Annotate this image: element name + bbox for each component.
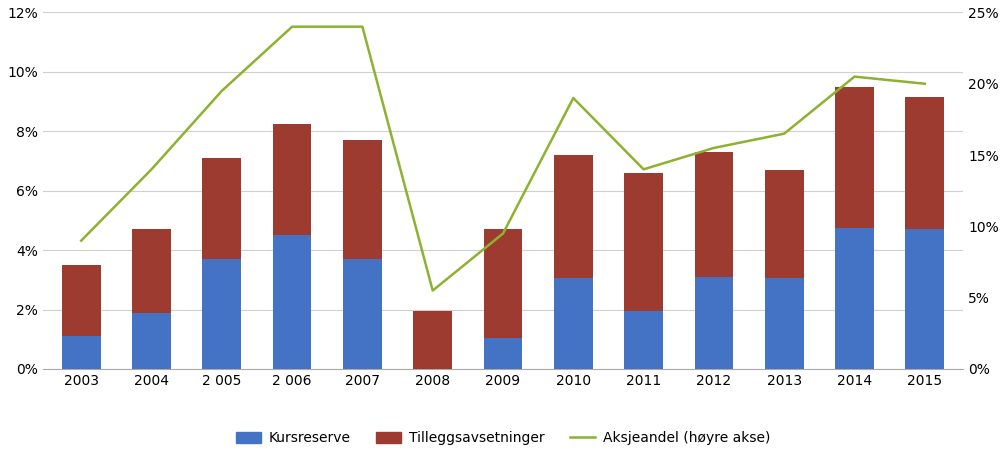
Bar [694, 152, 733, 277]
Bar [765, 279, 804, 369]
Bar [905, 230, 944, 369]
Bar [484, 338, 522, 369]
Bar [62, 336, 101, 369]
Bar [413, 311, 452, 369]
Bar [132, 313, 171, 369]
Bar [905, 97, 944, 230]
Bar [835, 87, 874, 228]
Bar [484, 230, 522, 338]
Bar [625, 311, 663, 369]
Bar [694, 277, 733, 369]
Legend: Kursreserve, Tilleggsavsetninger, Aksjeandel (høyre akse): Kursreserve, Tilleggsavsetninger, Aksjea… [230, 426, 776, 450]
Bar [62, 265, 101, 336]
Bar [625, 173, 663, 311]
Bar [273, 124, 312, 235]
Bar [835, 228, 874, 369]
Bar [765, 170, 804, 279]
Bar [202, 259, 241, 369]
Bar [343, 259, 381, 369]
Bar [554, 279, 593, 369]
Bar [273, 235, 312, 369]
Bar [202, 158, 241, 259]
Bar [343, 140, 381, 259]
Bar [554, 155, 593, 279]
Bar [132, 230, 171, 313]
